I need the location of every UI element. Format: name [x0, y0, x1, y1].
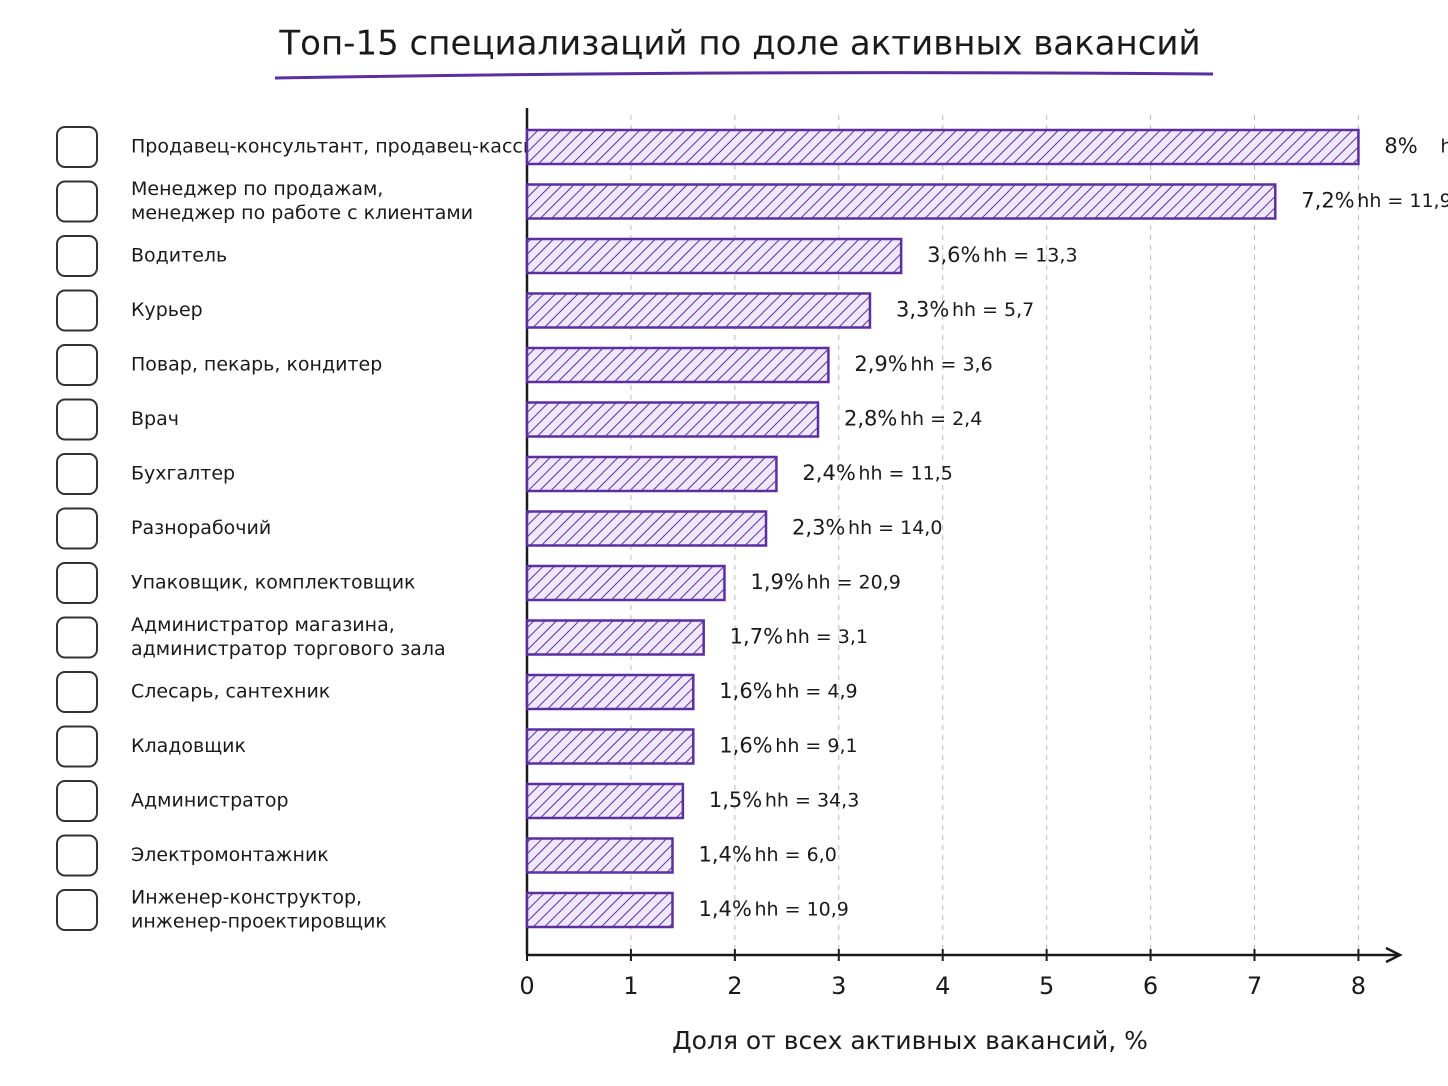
- icon: [56, 834, 98, 877]
- value-label: 2,8%: [844, 407, 897, 431]
- value-label: 2,4%: [802, 461, 855, 485]
- annotation: hh = 10,9: [755, 899, 849, 921]
- x-axis-arrow: [1385, 946, 1403, 964]
- annotation: hh = 2,4: [900, 408, 982, 430]
- icon: [56, 398, 98, 441]
- value-label: 1,9%: [750, 570, 803, 594]
- category-label: Повар, пекарь, кондитер: [131, 354, 382, 376]
- annotation: hh = 14,0: [848, 517, 942, 539]
- bar: [525, 183, 1277, 220]
- category-label: Упаковщик, комплектовщик: [131, 572, 416, 594]
- category-label: Курьер: [131, 299, 203, 321]
- bar: [525, 673, 695, 711]
- icon: [56, 616, 98, 659]
- value-label: 1,5%: [709, 788, 762, 812]
- x-tick-label: 5: [1039, 972, 1054, 1000]
- icon: [56, 453, 98, 495]
- category-label: Менеджер по продажам,: [131, 178, 383, 200]
- value-label: 1,7%: [730, 625, 783, 649]
- x-axis-label: Доля от всех активных вакансий, %: [672, 1026, 1148, 1055]
- category-label: Бухгалтер: [131, 463, 235, 485]
- category-label: Слесарь, сантехник: [131, 681, 330, 703]
- bar: [525, 782, 685, 820]
- category-label: Продавец-консультант, продавец-кассир: [131, 136, 547, 158]
- bar: [525, 128, 1360, 166]
- x-tick-label: 2: [727, 972, 742, 1000]
- bar: [525, 292, 872, 329]
- x-tick-label: 1: [623, 972, 638, 1000]
- category-label: администратор торгового зала: [131, 638, 446, 660]
- value-label: 1,6%: [719, 734, 772, 758]
- category-label: менеджер по работе с клиентами: [131, 202, 473, 224]
- category-label: инженер-проектировщик: [131, 911, 387, 933]
- icon: [56, 126, 98, 168]
- category-label: Электромонтажник: [131, 844, 329, 866]
- value-label: 8%: [1384, 134, 1417, 158]
- bar: [525, 891, 674, 929]
- annotation: hh = 11,9: [1357, 190, 1448, 212]
- x-tick-label: 4: [935, 972, 950, 1000]
- icon: [56, 344, 98, 386]
- annotation: hh = 5,7: [952, 299, 1034, 321]
- category-label: Врач: [131, 408, 179, 430]
- value-label: 1,6%: [719, 679, 772, 703]
- x-tick-label: 3: [831, 972, 846, 1000]
- annotation: hh = 11,5: [858, 463, 952, 485]
- annotation: hh = 9,1: [775, 735, 857, 757]
- bar: [525, 455, 778, 493]
- bar: [525, 564, 726, 602]
- icon: [56, 235, 98, 277]
- annotation: hh = 3,6: [910, 354, 992, 376]
- category-label: Разнорабочий: [131, 517, 271, 539]
- annotation: hh = 3,1: [786, 626, 868, 648]
- value-label: 7,2%: [1301, 189, 1354, 213]
- bar: [525, 510, 768, 547]
- value-label: 1,4%: [699, 897, 752, 921]
- annotation: hh = 3,6: [1440, 136, 1448, 158]
- icon: [56, 889, 98, 931]
- value-label: 1,4%: [699, 843, 752, 867]
- bar: [525, 346, 830, 384]
- category-label: Водитель: [131, 245, 227, 267]
- x-tick-label: 8: [1351, 972, 1366, 1000]
- bar: [525, 401, 820, 438]
- annotation: hh = 34,3: [765, 790, 859, 812]
- value-label: 3,3%: [896, 298, 949, 322]
- category-label: Администратор магазина,: [131, 614, 395, 636]
- bar: [525, 237, 903, 275]
- bar: [525, 837, 674, 874]
- category-label: Администратор: [131, 790, 289, 812]
- icon: [56, 780, 98, 822]
- bar: [525, 728, 695, 765]
- annotation: hh = 6,0: [755, 844, 837, 866]
- icon: [56, 289, 98, 332]
- x-tick-label: 7: [1247, 972, 1262, 1000]
- annotation: hh = 4,9: [775, 681, 857, 703]
- icon: [56, 725, 98, 768]
- icon: [56, 180, 98, 223]
- icon: [56, 562, 98, 604]
- bar: [525, 619, 705, 656]
- value-label: 3,6%: [927, 243, 980, 267]
- value-label: 2,9%: [854, 352, 907, 376]
- annotation: hh = 13,3: [983, 245, 1077, 267]
- x-tick-label: 0: [519, 972, 534, 1000]
- title-underline: [274, 71, 1214, 80]
- chart-title: Топ-15 специализаций по доле активных ва…: [278, 24, 1200, 64]
- value-label: 2,3%: [792, 516, 845, 540]
- annotation: hh = 20,9: [806, 572, 900, 594]
- icon: [56, 507, 98, 550]
- category-label: Инженер-конструктор,: [131, 887, 362, 909]
- category-label: Кладовщик: [131, 735, 246, 757]
- x-tick-label: 6: [1143, 972, 1158, 1000]
- icon: [56, 671, 98, 713]
